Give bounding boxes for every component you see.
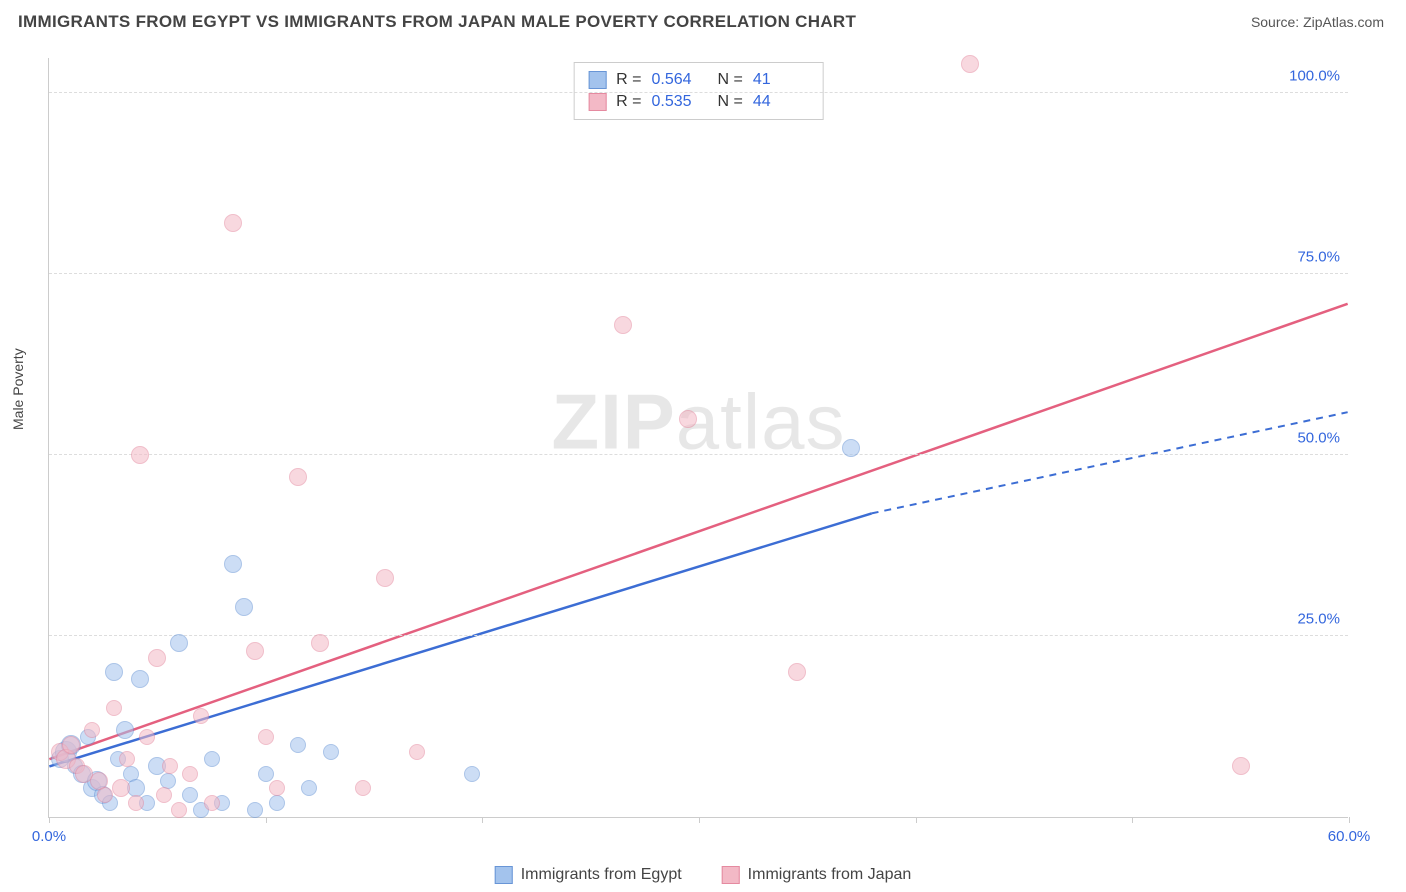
data-point-japan	[614, 316, 632, 334]
gridline-h	[49, 454, 1348, 455]
x-tick	[1132, 817, 1133, 823]
legend-n-label: N =	[718, 93, 743, 111]
data-point-japan	[193, 708, 209, 724]
watermark-bold: ZIP	[551, 378, 675, 466]
data-point-egypt	[290, 737, 306, 753]
data-point-japan	[139, 729, 155, 745]
data-point-egypt	[170, 634, 188, 652]
x-tick-label: 0.0%	[32, 828, 66, 845]
gridline-h	[49, 273, 1348, 274]
y-tick-label: 100.0%	[1289, 68, 1340, 85]
legend-swatch	[722, 866, 740, 884]
data-point-japan	[106, 700, 122, 716]
data-point-japan	[224, 214, 242, 232]
data-point-japan	[84, 722, 100, 738]
data-point-japan	[409, 744, 425, 760]
data-point-egypt	[464, 766, 480, 782]
x-tick	[1349, 817, 1350, 823]
trend-line-dashed-egypt	[872, 412, 1348, 513]
data-point-japan	[112, 779, 130, 797]
x-tick-label: 60.0%	[1328, 828, 1371, 845]
trend-lines-svg	[49, 58, 1348, 817]
data-point-japan	[376, 569, 394, 587]
data-point-egypt	[301, 780, 317, 796]
legend-n-value: 44	[753, 93, 809, 111]
correlation-legend: R = 0.564 N = 41 R = 0.535 N = 44	[573, 62, 824, 120]
data-point-japan	[148, 649, 166, 667]
data-point-egypt	[258, 766, 274, 782]
data-point-japan	[679, 410, 697, 428]
legend-r-value: 0.564	[652, 71, 708, 89]
chart-title: IMMIGRANTS FROM EGYPT VS IMMIGRANTS FROM…	[18, 12, 856, 32]
data-point-japan	[311, 634, 329, 652]
y-tick-label: 25.0%	[1297, 611, 1340, 628]
data-point-japan	[258, 729, 274, 745]
data-point-egypt	[224, 555, 242, 573]
series-legend-item-egypt: Immigrants from Egypt	[495, 866, 682, 884]
y-axis-label: Male Poverty	[10, 348, 26, 430]
y-tick-label: 75.0%	[1297, 249, 1340, 266]
data-point-egypt	[116, 721, 134, 739]
data-point-egypt	[235, 598, 253, 616]
watermark-light: atlas	[676, 378, 846, 466]
data-point-japan	[162, 758, 178, 774]
data-point-japan	[269, 780, 285, 796]
legend-swatch	[588, 93, 606, 111]
data-point-japan	[204, 795, 220, 811]
data-point-japan	[1232, 757, 1250, 775]
data-point-japan	[119, 751, 135, 767]
data-point-japan	[246, 642, 264, 660]
source-prefix: Source:	[1251, 14, 1303, 30]
y-tick-label: 50.0%	[1297, 430, 1340, 447]
gridline-h	[49, 635, 1348, 636]
legend-r-value: 0.535	[652, 93, 708, 111]
series-legend: Immigrants from Egypt Immigrants from Jap…	[495, 866, 912, 884]
data-point-egypt	[842, 439, 860, 457]
gridline-h	[49, 92, 1348, 93]
data-point-japan	[788, 663, 806, 681]
series-name: Immigrants from Egypt	[521, 866, 682, 884]
data-point-japan	[62, 736, 80, 754]
data-point-japan	[355, 780, 371, 796]
data-point-japan	[182, 766, 198, 782]
x-tick	[699, 817, 700, 823]
x-tick	[482, 817, 483, 823]
x-tick	[916, 817, 917, 823]
source-attribution: Source: ZipAtlas.com	[1251, 14, 1384, 30]
legend-swatch	[495, 866, 513, 884]
data-point-egypt	[131, 670, 149, 688]
legend-r-label: R =	[616, 93, 641, 111]
legend-n-value: 41	[753, 71, 809, 89]
data-point-egypt	[105, 663, 123, 681]
legend-swatch	[588, 71, 606, 89]
data-point-japan	[171, 802, 187, 818]
chart-plot-area: ZIPatlas R = 0.564 N = 41 R = 0.535 N = 44 25.0…	[48, 58, 1348, 818]
trend-line-japan	[49, 304, 1347, 759]
data-point-egypt	[182, 787, 198, 803]
series-legend-item-japan: Immigrants from Japan	[722, 866, 912, 884]
data-point-egypt	[269, 795, 285, 811]
x-tick	[49, 817, 50, 823]
data-point-japan	[128, 795, 144, 811]
x-tick	[266, 817, 267, 823]
data-point-japan	[156, 787, 172, 803]
source-name: ZipAtlas.com	[1303, 14, 1384, 30]
legend-row-japan: R = 0.535 N = 44	[588, 91, 809, 113]
data-point-japan	[131, 446, 149, 464]
data-point-egypt	[247, 802, 263, 818]
data-point-japan	[961, 55, 979, 73]
data-point-egypt	[204, 751, 220, 767]
data-point-egypt	[323, 744, 339, 760]
legend-r-label: R =	[616, 71, 641, 89]
legend-row-egypt: R = 0.564 N = 41	[588, 69, 809, 91]
series-name: Immigrants from Japan	[748, 866, 912, 884]
legend-n-label: N =	[718, 71, 743, 89]
data-point-japan	[289, 468, 307, 486]
